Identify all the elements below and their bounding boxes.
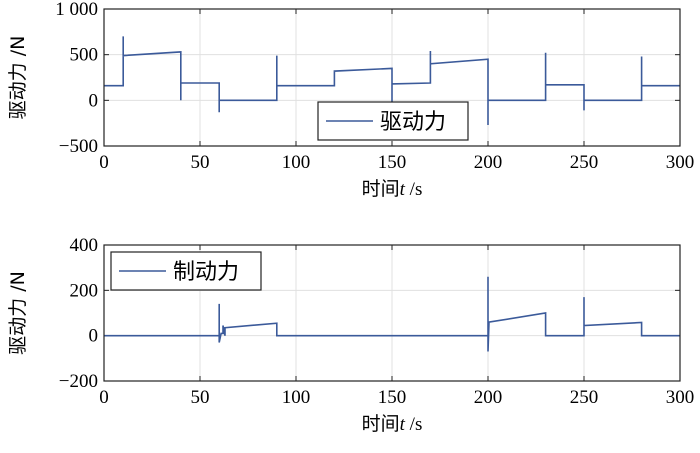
y-tick-label: 200 <box>70 280 99 301</box>
x-tick-label: 200 <box>474 387 503 408</box>
x-tick-label: 150 <box>378 152 407 173</box>
y-tick-label: −500 <box>59 136 98 157</box>
axes-box <box>103 244 681 382</box>
x-tick-label: 250 <box>570 387 599 408</box>
x-tick-label: 50 <box>191 387 210 408</box>
legend: 驱动力 <box>317 101 469 141</box>
x-tick-label: 300 <box>666 387 695 408</box>
y-tick-label: 1 000 <box>55 0 98 20</box>
x-tick-label: 300 <box>666 152 695 173</box>
axes-box <box>103 8 681 147</box>
x-axis-label: 时间t /s <box>362 178 423 200</box>
x-tick-label: 0 <box>99 387 109 408</box>
x-tick-label: 50 <box>191 152 210 173</box>
legend: 制动力 <box>110 251 262 291</box>
y-axis-label: 驱动力 /N <box>7 36 29 120</box>
y-tick-label: 0 <box>89 326 99 347</box>
x-tick-label: 250 <box>570 152 599 173</box>
x-tick-label: 100 <box>282 152 311 173</box>
x-axis-label: 时间t /s <box>362 413 423 435</box>
legend-label: 制动力 <box>173 260 239 285</box>
x-tick-label: 100 <box>282 387 311 408</box>
y-tick-label: 500 <box>70 45 99 66</box>
y-tick-label: 400 <box>70 235 99 256</box>
series-line-制动力 <box>104 276 680 352</box>
y-tick-label: −200 <box>59 371 98 392</box>
legend-label: 驱动力 <box>380 110 446 135</box>
y-tick-label: 0 <box>89 90 99 111</box>
y-axis-label: 驱动力 /N <box>7 271 29 355</box>
x-tick-label: 150 <box>378 387 407 408</box>
legend-box <box>317 101 469 141</box>
x-tick-label: 0 <box>99 152 109 173</box>
x-tick-label: 200 <box>474 152 503 173</box>
